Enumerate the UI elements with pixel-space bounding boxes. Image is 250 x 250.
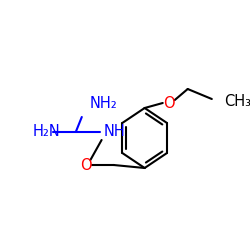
Text: O: O bbox=[80, 158, 92, 172]
Text: CH₃: CH₃ bbox=[224, 94, 250, 108]
Text: O: O bbox=[163, 96, 174, 110]
Text: H₂N: H₂N bbox=[33, 124, 60, 140]
Text: NH₂: NH₂ bbox=[90, 96, 117, 110]
Text: NH: NH bbox=[103, 124, 125, 140]
